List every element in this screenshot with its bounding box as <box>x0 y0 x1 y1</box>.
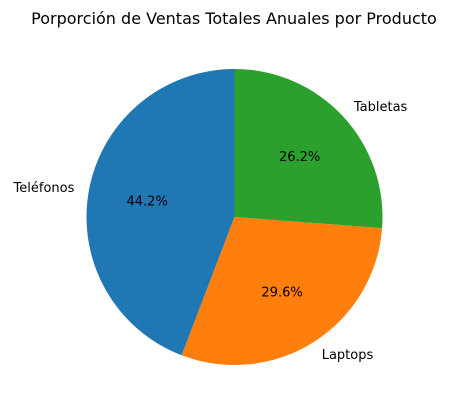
chart-title: Porporción de Ventas Totales Anuales por… <box>31 9 437 28</box>
pie-slice-telefonos <box>86 69 235 356</box>
pie-slice-tabletas <box>234 69 383 229</box>
slice-percentage-label: 44.2% <box>127 194 168 209</box>
slice-category-label: Teléfonos <box>13 181 75 196</box>
slice-category-label: Tabletas <box>353 100 408 115</box>
slice-percentage-label: 26.2% <box>279 150 320 165</box>
slice-category-label: Laptops <box>322 348 374 363</box>
pie-slices <box>86 69 383 365</box>
slice-percentage-label: 29.6% <box>261 285 302 300</box>
pie-labels: Teléfonos 44.2% Laptops 29.6% Tabletas 26.2% <box>13 100 408 363</box>
pie-slice-laptops <box>181 217 383 365</box>
